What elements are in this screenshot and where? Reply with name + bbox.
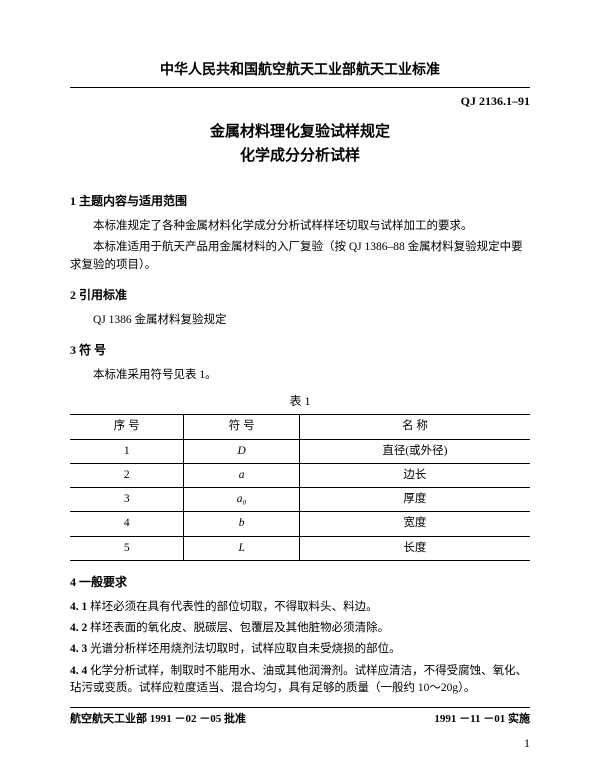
txt: 化学分析试样，制取时不能用水、油或其他润滑剂。试样应清洁，不得受腐蚀、氧化、玷污…	[70, 665, 527, 694]
table-row: 1 D 直径(或外径)	[70, 439, 530, 463]
item-4-2: 4. 2 样坯表面的氧化皮、脱碳层、包覆层及其他脏物必须清除。	[70, 620, 530, 637]
cell: D	[184, 439, 299, 463]
cell: b	[184, 512, 299, 536]
footer-left: 航空航天工业部 1991 －02 －05 批准	[70, 711, 246, 728]
cell: 直径(或外径)	[299, 439, 530, 463]
cell: 5	[70, 536, 184, 560]
page-number: 1	[70, 734, 530, 752]
sec2-p1: QJ 1386 金属材料复验规定	[93, 312, 530, 329]
txt: 光谱分析样坯用烧剂法切取时，试样应取自未受烧损的部位。	[87, 643, 400, 655]
cell: 宽度	[299, 512, 530, 536]
cell: 边长	[299, 463, 530, 487]
col-h-1: 序 号	[70, 415, 184, 439]
cell: a₀	[184, 488, 299, 512]
table-row: 3 a₀ 厚度	[70, 488, 530, 512]
cell: L	[184, 536, 299, 560]
lbl: 4. 2	[70, 622, 87, 634]
txt: 样坯必须在具有代表性的部位切取，不得取料头、料边。	[87, 601, 377, 613]
symbols-table: 序 号 符 号 名 称 1 D 直径(或外径) 2 a 边长 3 a₀ 厚度 4…	[70, 414, 530, 561]
main-title: 金属材料理化复验试样规定 化学成分分析试样	[70, 120, 530, 168]
footer: 航空航天工业部 1991 －02 －05 批准 1991 －11 －01 实施	[70, 711, 530, 728]
header-rule	[70, 87, 530, 88]
table-row: 2 a 边长	[70, 463, 530, 487]
sec1-head: 1 主题内容与适用范围	[70, 192, 530, 210]
org-line: 中华人民共和国航空航天工业部航天工业标准	[70, 60, 530, 81]
item-4-4: 4. 4 化学分析试样，制取时不能用水、油或其他润滑剂。试样应清洁，不得受腐蚀、…	[70, 663, 530, 698]
txt: 样坯表面的氧化皮、脱碳层、包覆层及其他脏物必须清除。	[87, 622, 389, 634]
item-4-1: 4. 1 样坯必须在具有代表性的部位切取，不得取料头、料边。	[70, 599, 530, 616]
cell: 4	[70, 512, 184, 536]
doc-code: QJ 2136.1–91	[70, 92, 530, 110]
cell: 厚度	[299, 488, 530, 512]
sec1-p2: 本标准适用于航天产品用金属材料的入厂复验（按 QJ 1386–88 金属材料复验…	[70, 239, 530, 274]
cell: 3	[70, 488, 184, 512]
table-header-row: 序 号 符 号 名 称	[70, 415, 530, 439]
sec3-head: 3 符 号	[70, 341, 530, 359]
sec3-p1: 本标准采用符号见表 1。	[70, 367, 530, 384]
cell: 1	[70, 439, 184, 463]
sec4-head: 4 一般要求	[70, 573, 530, 591]
cell: a	[184, 463, 299, 487]
cell: 2	[70, 463, 184, 487]
title-line-2: 化学成分分析试样	[70, 144, 530, 168]
item-4-3: 4. 3 光谱分析样坯用烧剂法切取时，试样应取自未受烧损的部位。	[70, 641, 530, 658]
table-caption: 表 1	[70, 392, 530, 410]
sec1-p1: 本标准规定了各种金属材料化学成分分析试样样坯切取与试样加工的要求。	[70, 218, 530, 235]
col-h-3: 名 称	[299, 415, 530, 439]
cell: 长度	[299, 536, 530, 560]
lbl: 4. 3	[70, 643, 87, 655]
col-h-2: 符 号	[184, 415, 299, 439]
sec2-head: 2 引用标准	[70, 286, 530, 304]
table-row: 5 L 长度	[70, 536, 530, 560]
lbl: 4. 4	[70, 665, 87, 677]
title-line-1: 金属材料理化复验试样规定	[70, 120, 530, 144]
lbl: 4. 1	[70, 601, 87, 613]
footer-rule	[70, 707, 530, 708]
table-row: 4 b 宽度	[70, 512, 530, 536]
footer-right: 1991 －11 －01 实施	[434, 711, 530, 728]
